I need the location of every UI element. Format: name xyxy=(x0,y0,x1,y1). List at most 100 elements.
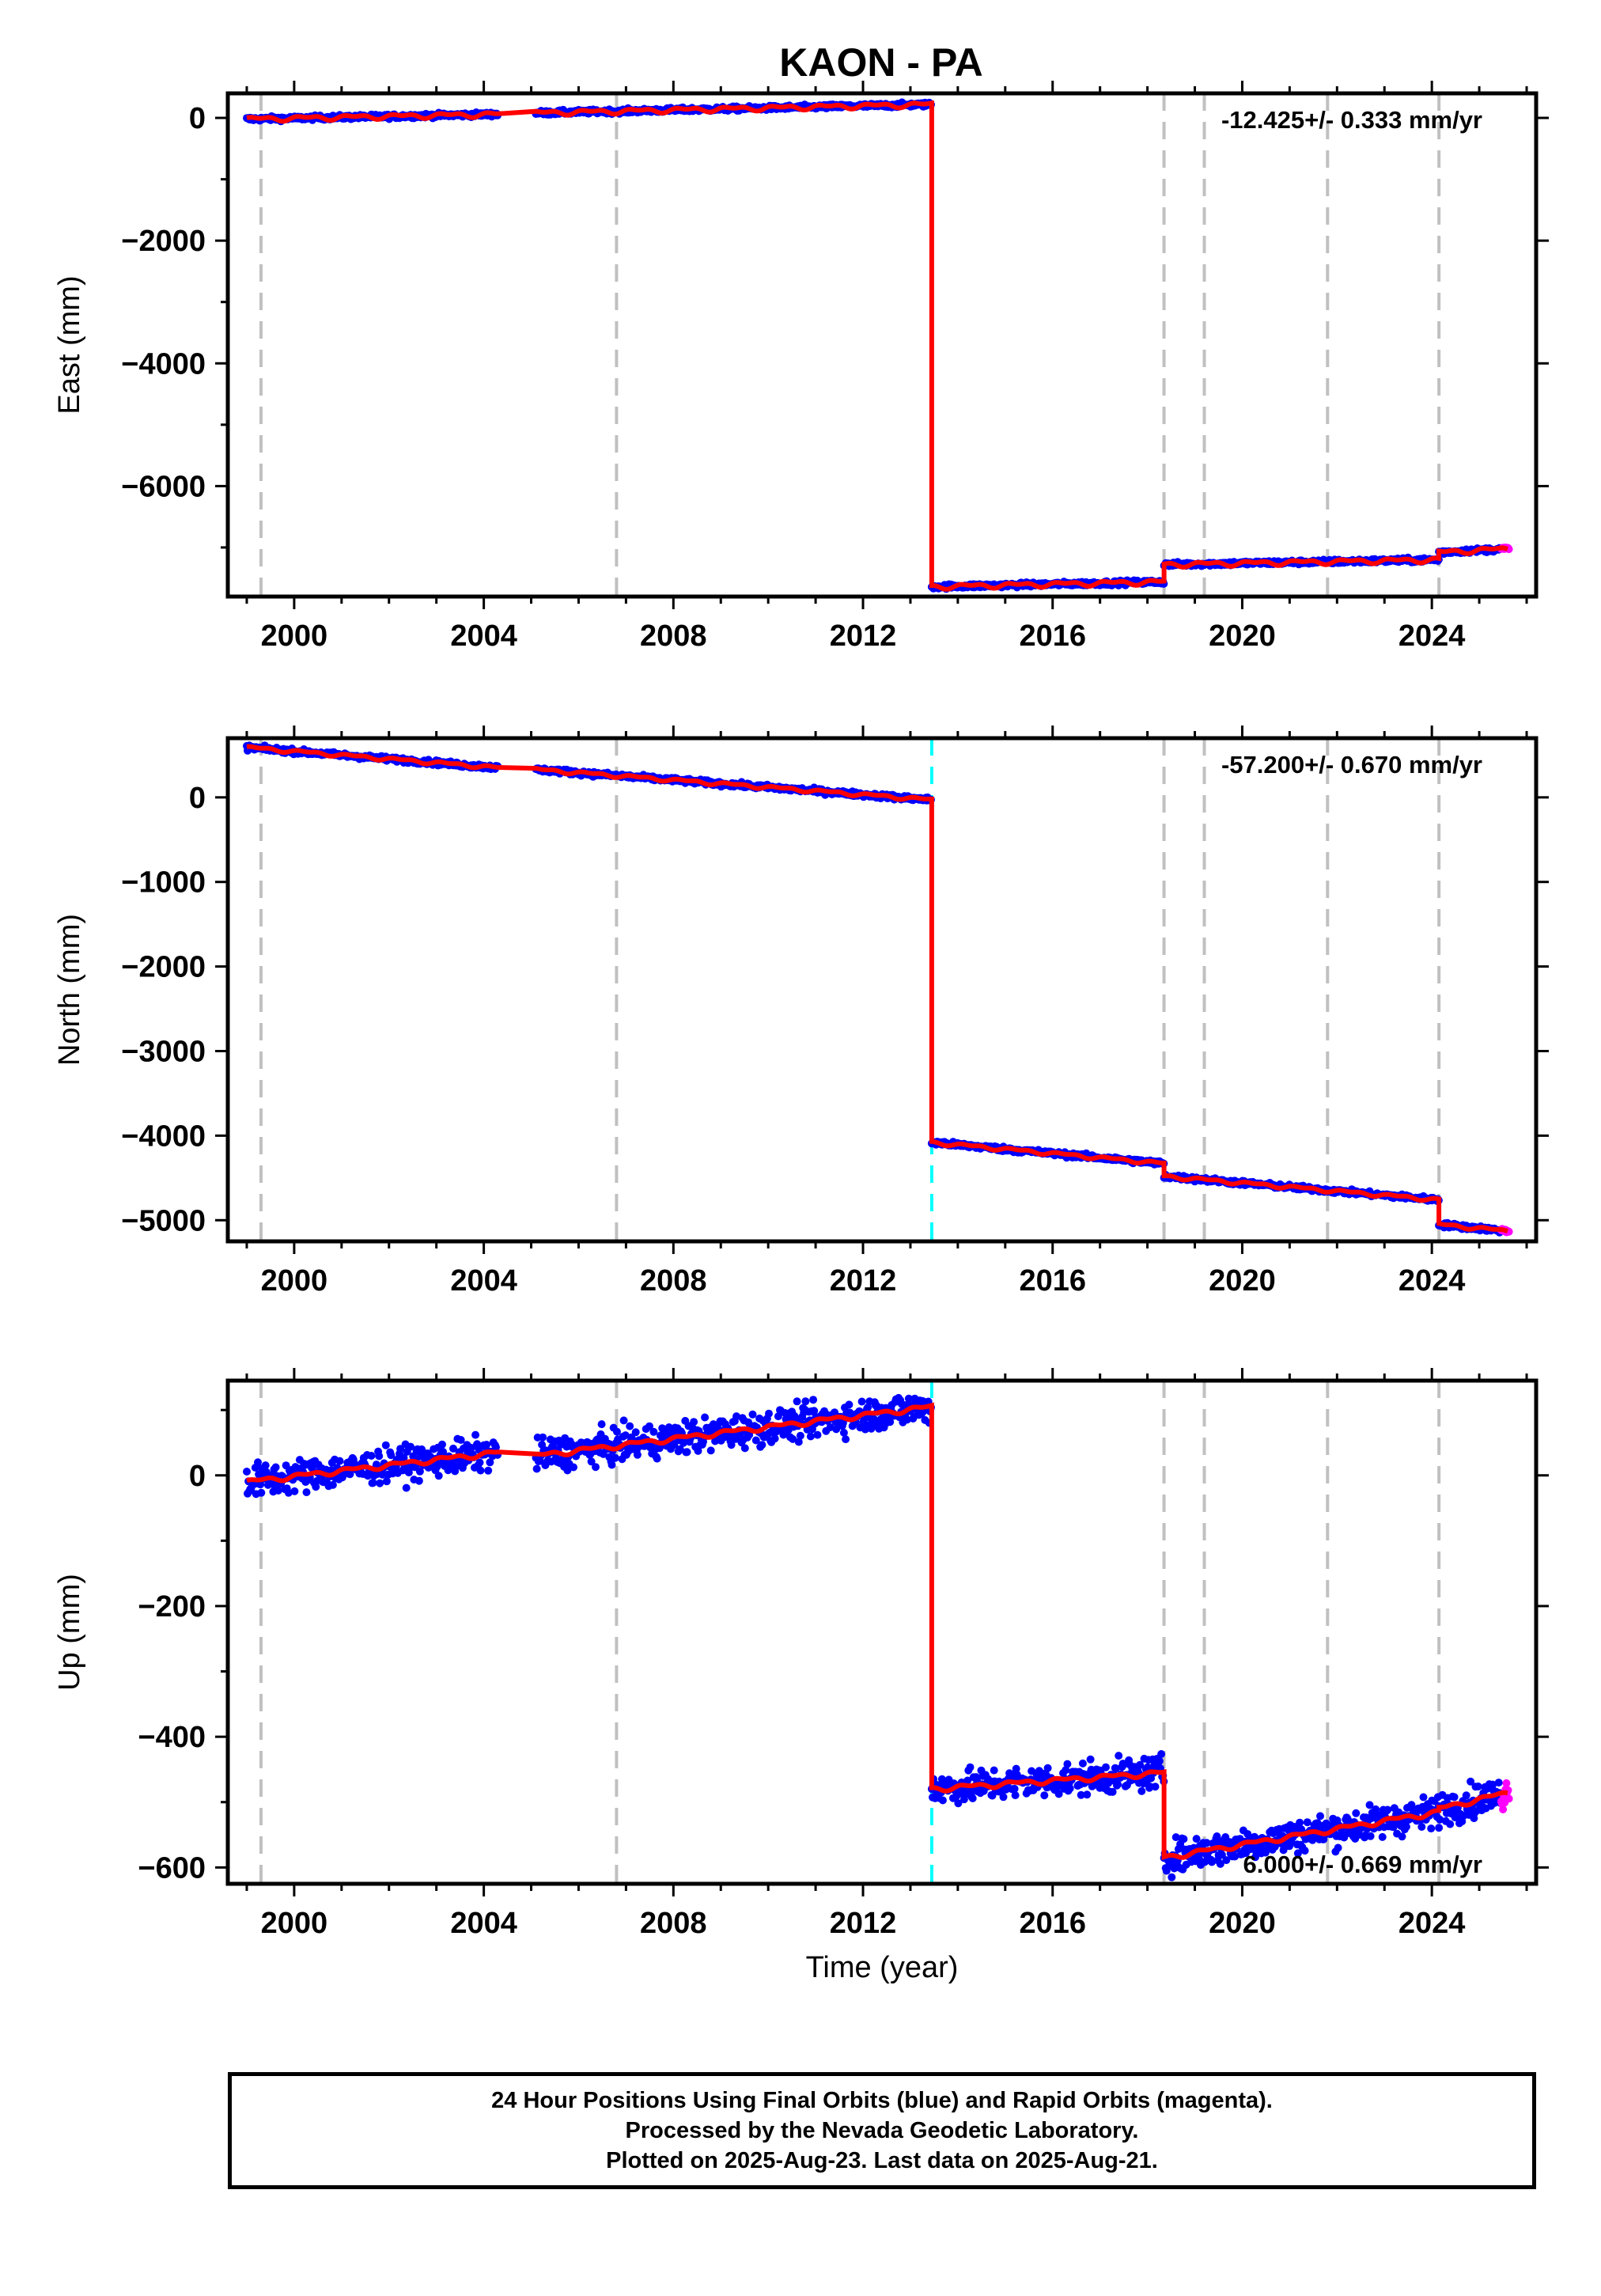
data-point xyxy=(592,1463,600,1472)
data-points xyxy=(243,741,1513,1237)
y-axis-label: East (mm) xyxy=(53,275,86,414)
data-point xyxy=(690,1418,698,1426)
data-point xyxy=(1216,1859,1224,1868)
data-point xyxy=(1077,1790,1085,1799)
x-axis-label: Time (year) xyxy=(806,1951,959,1984)
x-tick-label: 2008 xyxy=(640,1907,707,1940)
data-point xyxy=(1083,1790,1092,1799)
data-point xyxy=(613,1427,621,1436)
data-point xyxy=(475,1458,484,1467)
data-point xyxy=(1108,1787,1117,1796)
data-point xyxy=(1054,1790,1063,1798)
y-tick-label: −600 xyxy=(138,1851,206,1885)
data-point xyxy=(748,1410,757,1419)
data-point xyxy=(335,1457,344,1465)
data-point xyxy=(794,1438,803,1446)
data-point xyxy=(1213,1832,1221,1840)
data-point xyxy=(597,1420,606,1429)
data-point xyxy=(845,1400,853,1409)
model-line xyxy=(246,1402,1508,1861)
data-point xyxy=(770,1434,779,1443)
data-point xyxy=(701,1413,710,1422)
rate-label: 6.000+/- 0.669 mm/yr xyxy=(1243,1851,1482,1878)
data-point xyxy=(471,1430,480,1439)
x-tick-label: 2000 xyxy=(261,619,328,653)
y-tick-label: −3000 xyxy=(121,1035,206,1068)
data-point xyxy=(653,1454,661,1463)
rate-label: -57.200+/- 0.670 mm/yr xyxy=(1221,751,1482,779)
x-tick-label: 2024 xyxy=(1399,619,1466,653)
data-point xyxy=(810,1407,819,1415)
data-point xyxy=(1383,1805,1392,1814)
data-point xyxy=(607,1461,616,1469)
data-point xyxy=(1111,1764,1120,1773)
data-point xyxy=(484,1466,493,1475)
data-point xyxy=(1300,1847,1309,1855)
data-point xyxy=(727,1441,736,1449)
data-points xyxy=(243,1393,1513,1881)
data-point xyxy=(1474,1783,1482,1790)
x-tick-label: 2024 xyxy=(1399,1907,1466,1940)
data-point xyxy=(796,1431,804,1440)
data-point xyxy=(396,1445,405,1453)
data-point xyxy=(1062,1766,1070,1775)
x-tick-label: 2004 xyxy=(450,1264,517,1298)
plot-frame xyxy=(225,736,1539,1244)
data-point xyxy=(387,1451,396,1460)
data-point xyxy=(809,1396,818,1404)
footer-line-3: Plotted on 2025-Aug-23. Last data on 202… xyxy=(606,2148,1158,2173)
data-point xyxy=(621,1431,630,1440)
data-point xyxy=(1078,1759,1087,1767)
x-tick-label: 2020 xyxy=(1209,1907,1276,1940)
data-point xyxy=(1114,1780,1122,1789)
data-point xyxy=(1398,1832,1406,1841)
data-point xyxy=(740,1444,749,1453)
data-point xyxy=(407,1442,415,1451)
data-point xyxy=(382,1477,391,1486)
data-point xyxy=(290,1487,299,1495)
data-point xyxy=(826,1423,835,1431)
y-tick-label: −5000 xyxy=(121,1204,206,1237)
data-point xyxy=(1155,1756,1164,1765)
data-point xyxy=(619,1416,628,1425)
data-point xyxy=(328,1480,337,1489)
data-point xyxy=(793,1397,801,1406)
data-point xyxy=(683,1448,691,1457)
x-tick-label: 2004 xyxy=(450,619,517,653)
data-point xyxy=(1102,1763,1110,1771)
y-tick-label: −2000 xyxy=(121,225,206,258)
x-tick-label: 2012 xyxy=(830,619,897,653)
data-point xyxy=(438,1440,446,1449)
data-point xyxy=(751,1436,760,1445)
x-tick-label: 2004 xyxy=(450,1907,517,1940)
data-point xyxy=(1436,1815,1444,1824)
data-point xyxy=(254,1458,262,1467)
data-point xyxy=(1010,1784,1019,1793)
footer-box: 24 Hour Positions Using Final Orbits (bl… xyxy=(228,2072,1536,2189)
data-point xyxy=(1378,1832,1387,1841)
data-point xyxy=(539,1433,547,1442)
data-point xyxy=(1202,1839,1211,1847)
data-point xyxy=(1303,1818,1311,1827)
x-tick-label: 2008 xyxy=(640,619,707,653)
y-tick-label: −400 xyxy=(138,1721,206,1754)
x-tick-label: 2000 xyxy=(261,1907,328,1940)
data-point xyxy=(1179,1835,1188,1843)
data-point xyxy=(1490,1798,1499,1807)
data-point xyxy=(271,1463,280,1472)
data-point xyxy=(813,1430,822,1439)
data-point xyxy=(1065,1784,1074,1793)
x-tick-label: 2008 xyxy=(640,1264,707,1298)
data-point xyxy=(1427,1824,1436,1833)
data-point xyxy=(966,1763,975,1771)
rate-label: -12.425+/- 0.333 mm/yr xyxy=(1221,106,1482,134)
data-point xyxy=(1208,1858,1216,1866)
data-point xyxy=(284,1488,293,1497)
x-tick-label: 2020 xyxy=(1209,619,1276,653)
data-point xyxy=(587,1457,596,1466)
data-point xyxy=(483,1441,491,1449)
data-point xyxy=(1171,1833,1180,1842)
data-point xyxy=(801,1397,810,1406)
data-point xyxy=(838,1419,847,1427)
